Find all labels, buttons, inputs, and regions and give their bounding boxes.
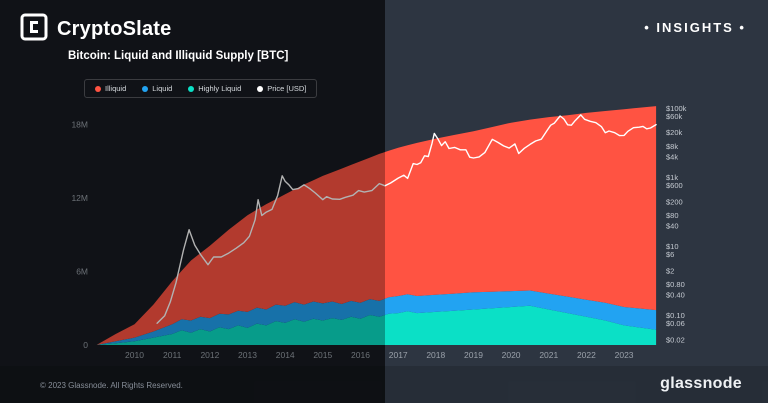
right-axis-tick: $8k [666, 142, 678, 151]
cryptoslate-logo-icon [20, 13, 48, 46]
legend-item-liquid: Liquid [142, 84, 172, 93]
x-axis-tick: 2023 [615, 350, 634, 360]
right-axis-tick: $0.02 [666, 335, 685, 344]
legend-label-liquid: Liquid [152, 84, 173, 93]
x-axis-tick: 2013 [238, 350, 257, 360]
left-axis-tick: 6M [76, 267, 88, 277]
x-axis-tick: 2020 [502, 350, 521, 360]
liquid-swatch [142, 85, 149, 92]
x-axis-tick: 2019 [464, 350, 483, 360]
x-axis-tick: 2015 [313, 350, 332, 360]
right-axis-tick: $0.40 [666, 290, 685, 299]
brand-name: CryptoSlate [57, 18, 172, 40]
legend-item-price: Price [USD] [257, 84, 306, 93]
footer-band [0, 366, 768, 403]
chart-title: Bitcoin: Liquid and Illiquid Supply [BTC… [68, 50, 289, 62]
left-axis-tick: 18M [71, 120, 88, 130]
x-axis-tick: 2021 [539, 350, 558, 360]
illiquid-swatch [95, 85, 101, 92]
right-axis-tick: $0.80 [666, 280, 685, 289]
right-axis-tick: $6 [666, 250, 674, 259]
x-axis-tick: 2010 [125, 350, 144, 360]
right-axis-tick: $60k [666, 112, 683, 121]
area-highly-liquid [96, 305, 657, 345]
right-axis-tick: $2 [666, 266, 674, 275]
left-axis-tick: 0 [83, 340, 88, 350]
insights-badge: • INSIGHTS • [644, 20, 746, 35]
left-axis-tick: 12M [71, 193, 88, 203]
right-axis-tick: $600 [666, 181, 683, 190]
highly-liquid-swatch [188, 85, 195, 92]
copyright-text: © 2023 Glassnode. All Rights Reserved. [40, 381, 183, 390]
x-axis-tick: 2014 [276, 350, 295, 360]
right-axis-tick: $1k [666, 173, 678, 182]
right-axis-tick: $100k [666, 104, 687, 113]
right-axis-tick: $40 [666, 221, 679, 230]
x-axis-tick: 2011 [163, 350, 182, 360]
right-axis-tick: $80 [666, 211, 679, 220]
legend-item-highly-liquid: Highly Liquid [188, 84, 241, 93]
price-line [156, 114, 657, 324]
x-axis-tick: 2016 [351, 350, 370, 360]
right-axis-tick: $10 [666, 242, 679, 251]
legend-label-highly-liquid: Highly Liquid [198, 84, 242, 93]
brand-row: CryptoSlate [20, 13, 171, 46]
legend-label-price: Price [USD] [267, 84, 307, 93]
x-axis-tick: 2022 [577, 350, 596, 360]
legend: Illiquid Liquid Highly Liquid Price [USD… [84, 79, 318, 98]
area-liquid [96, 290, 657, 345]
legend-item-illiquid: Illiquid [95, 84, 126, 93]
right-axis-tick: $0.06 [666, 319, 685, 328]
right-axis-tick: $0.10 [666, 311, 685, 320]
x-axis-tick: 2018 [426, 350, 445, 360]
glassnode-wordmark: glassnode [660, 375, 742, 392]
right-axis-tick: $20k [666, 128, 683, 137]
price-swatch [257, 85, 264, 92]
right-axis-tick: $4k [666, 152, 678, 161]
x-axis-tick: 2017 [389, 350, 408, 360]
x-axis-tick: 2012 [200, 350, 219, 360]
legend-label-illiquid: Illiquid [105, 84, 127, 93]
right-axis-tick: $200 [666, 197, 683, 206]
area-illiquid [96, 106, 657, 345]
